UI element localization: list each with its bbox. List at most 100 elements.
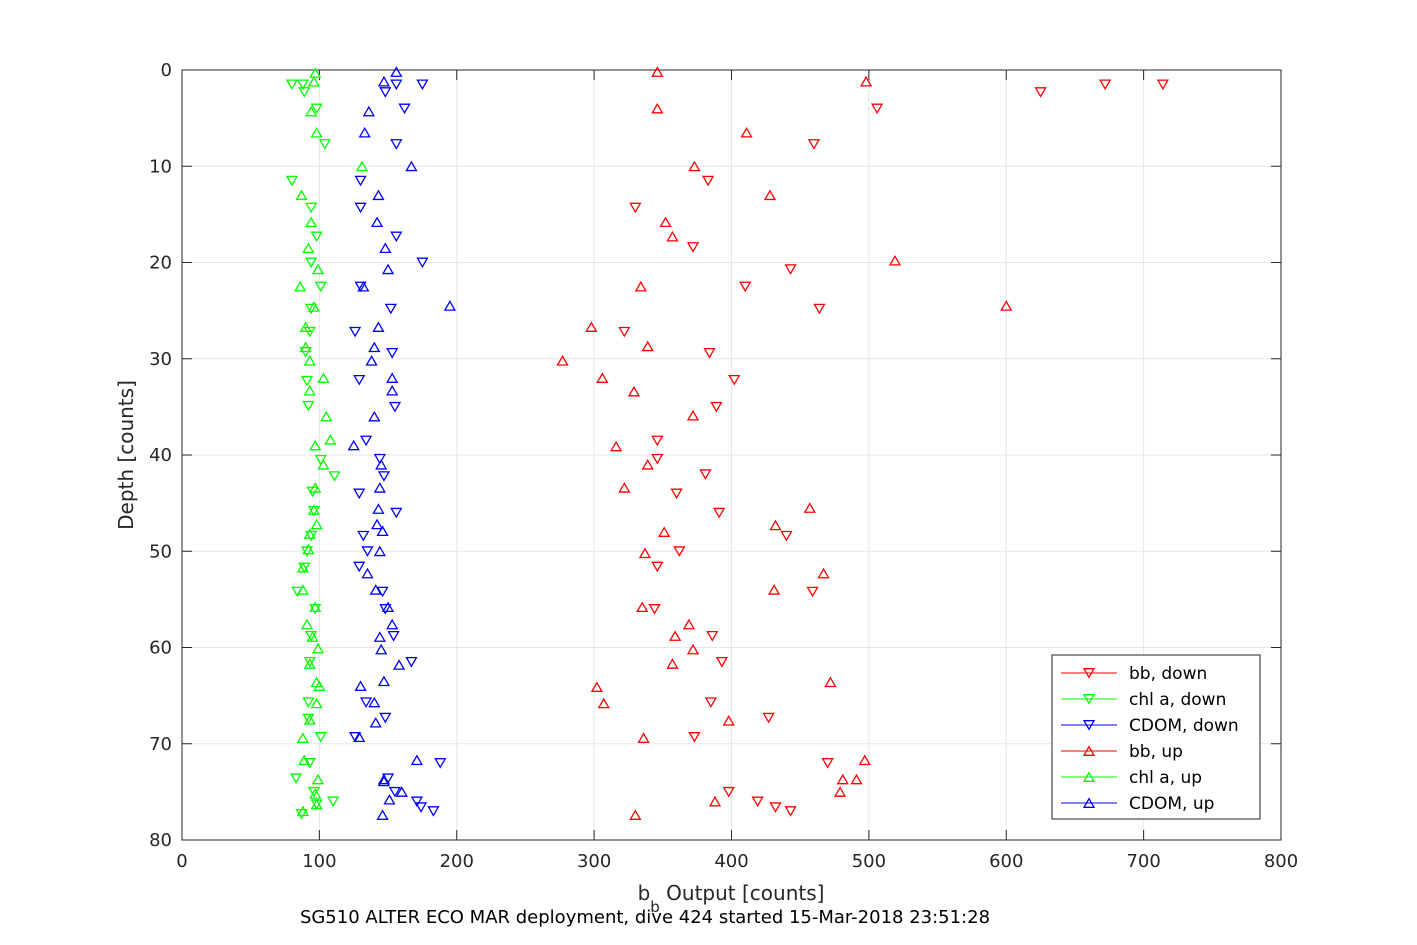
data-point: [298, 754, 311, 766]
data-point: [850, 773, 863, 785]
data-point: [328, 471, 341, 482]
data-point: [303, 658, 316, 669]
x-tick-label: 600: [989, 851, 1023, 872]
data-point: [682, 618, 696, 630]
data-point: [806, 586, 819, 598]
data-point: [688, 160, 701, 172]
legend-entry-bb-up: bb, up: [1061, 742, 1183, 762]
data-point: [388, 786, 402, 798]
y-tick-label: 60: [149, 638, 172, 659]
data-point: [358, 126, 371, 138]
data-point: [405, 656, 418, 668]
data-point: [379, 604, 392, 615]
data-point: [365, 355, 378, 366]
data-point: [715, 656, 729, 668]
data-point: [651, 102, 664, 114]
data-point: [373, 453, 386, 465]
data-point: [414, 802, 428, 813]
x-axis-title-main: b: [638, 881, 651, 905]
data-point: [299, 341, 312, 353]
data-point: [377, 773, 391, 785]
data-point: [310, 697, 323, 709]
data-point: [347, 439, 360, 451]
data-point: [372, 189, 385, 201]
data-point: [354, 680, 367, 691]
data-point: [821, 758, 834, 769]
data-point: [372, 503, 385, 514]
data-point: [629, 809, 642, 820]
data-point: [310, 518, 323, 530]
data-point: [353, 374, 366, 386]
data-point: [585, 321, 598, 332]
data-point: [666, 658, 679, 669]
data-point: [627, 385, 641, 397]
data-point: [388, 401, 402, 413]
data-point: [309, 604, 322, 615]
y-tick-label: 0: [161, 60, 172, 81]
data-point: [651, 453, 664, 465]
series-chl-a-down: [285, 79, 341, 820]
data-point: [305, 216, 318, 228]
data-point: [641, 458, 654, 470]
data-point: [722, 786, 735, 798]
data-point: [688, 732, 701, 743]
x-tick-label: 100: [302, 851, 336, 872]
data-point: [659, 216, 672, 228]
data-point: [298, 562, 311, 574]
data-point: [324, 433, 337, 445]
data-point: [596, 372, 609, 383]
data-point: [386, 618, 399, 630]
data-point: [299, 321, 312, 332]
data-point: [769, 519, 782, 531]
data-point: [318, 139, 331, 150]
data-point: [803, 502, 816, 513]
axis-ticks: 0 100 200 300 400 500 600 700 800 0 10 20 30 40 50 60 70…: [149, 60, 1298, 872]
data-point: [357, 280, 370, 292]
legend-marker: [1082, 745, 1096, 756]
data-point: [359, 435, 373, 447]
data-point: [386, 384, 399, 396]
data-point: [713, 507, 726, 519]
data-point: [888, 254, 902, 266]
data-point: [556, 355, 569, 366]
data-point: [704, 697, 718, 708]
data-point: [833, 786, 847, 797]
legend-marker: [1082, 720, 1096, 731]
data-point: [708, 795, 722, 807]
data-point: [377, 675, 391, 687]
data-point: [670, 488, 683, 500]
legend-entry-chl-a-up: chl a, up: [1061, 768, 1202, 788]
data-point: [1099, 79, 1112, 91]
data-point: [309, 67, 322, 78]
data-point: [392, 659, 406, 670]
data-point: [390, 507, 403, 519]
data-point: [368, 341, 381, 353]
data-point: [686, 409, 700, 421]
data-point: [306, 631, 319, 642]
data-point: [390, 66, 403, 77]
data-point: [824, 676, 837, 688]
data-point: [314, 732, 327, 743]
data-point: [739, 281, 752, 293]
data-point: [434, 758, 447, 769]
figure-caption: SG510 ALTER ECO MAR deployment, dive 424…: [300, 907, 990, 928]
legend-label: bb, up: [1129, 742, 1183, 762]
data-point: [303, 758, 316, 769]
data-point: [310, 798, 323, 810]
data-point: [762, 712, 775, 724]
data-point: [390, 79, 403, 91]
y-tick-label: 70: [149, 734, 172, 755]
data-point: [398, 103, 411, 115]
data-point: [361, 567, 374, 579]
data-point: [416, 79, 429, 91]
data-point: [359, 697, 373, 708]
data-point: [383, 793, 396, 805]
data-point: [386, 347, 399, 359]
data-point: [303, 656, 316, 668]
data-point: [294, 280, 307, 292]
legend-label: chl a, up: [1129, 768, 1202, 788]
data-point: [443, 300, 457, 311]
x-tick-label: 500: [852, 851, 886, 872]
data-point: [302, 400, 315, 412]
series-chl-a-up: [294, 67, 369, 817]
